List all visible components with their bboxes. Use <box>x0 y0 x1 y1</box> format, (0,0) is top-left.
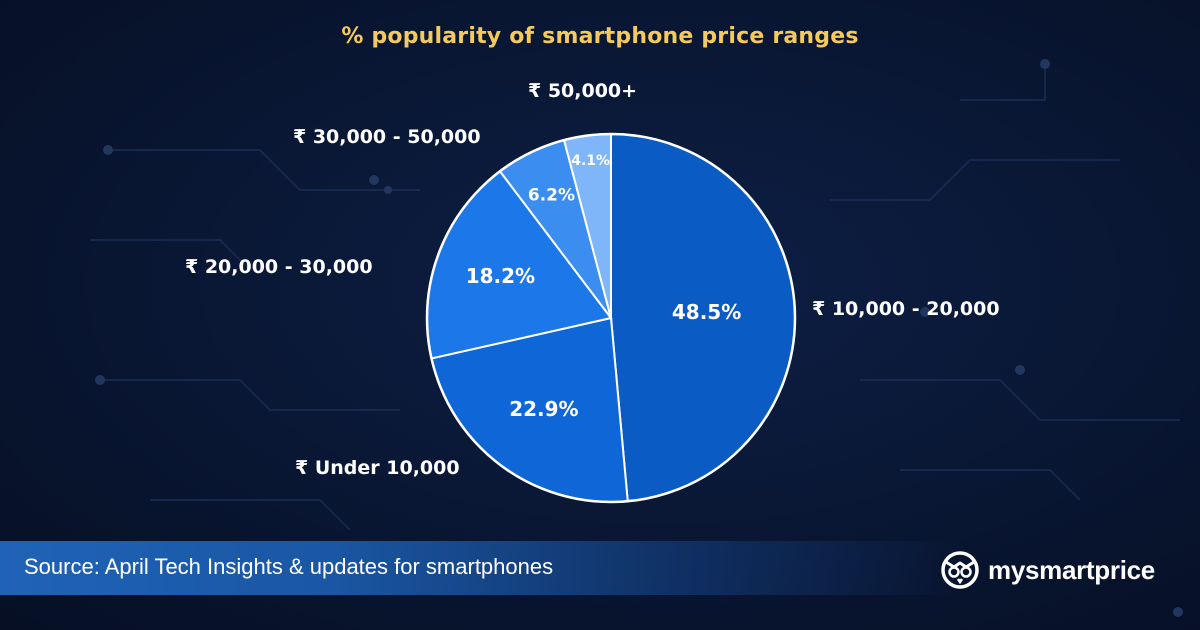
slice-category-label: ₹ 10,000 - 20,000 <box>812 298 1000 320</box>
source-bar: Source: April Tech Insights & updates fo… <box>0 541 960 595</box>
owl-icon <box>941 551 979 589</box>
brand-name: mysmartprice <box>988 554 1155 585</box>
slice-category-label: ₹ Under 10,000 <box>295 457 460 479</box>
slice-value-label: 6.2% <box>528 186 575 206</box>
slice-value-label: 18.2% <box>466 264 535 288</box>
slice-category-label: ₹ 30,000 - 50,000 <box>293 126 481 148</box>
source-text: Source: April Tech Insights & updates fo… <box>24 554 554 579</box>
brand-logo: mysmartprice <box>940 548 1155 592</box>
chart-title: % popularity of smartphone price ranges <box>341 24 859 49</box>
slice-category-label: ₹ 50,000+ <box>528 80 638 102</box>
slice-value-label: 22.9% <box>509 397 578 421</box>
pie-outline <box>425 132 797 504</box>
slice-value-label: 48.5% <box>672 300 741 324</box>
slice-value-label: 4.1% <box>571 153 610 169</box>
slice-category-label: ₹ 20,000 - 30,000 <box>185 256 373 278</box>
